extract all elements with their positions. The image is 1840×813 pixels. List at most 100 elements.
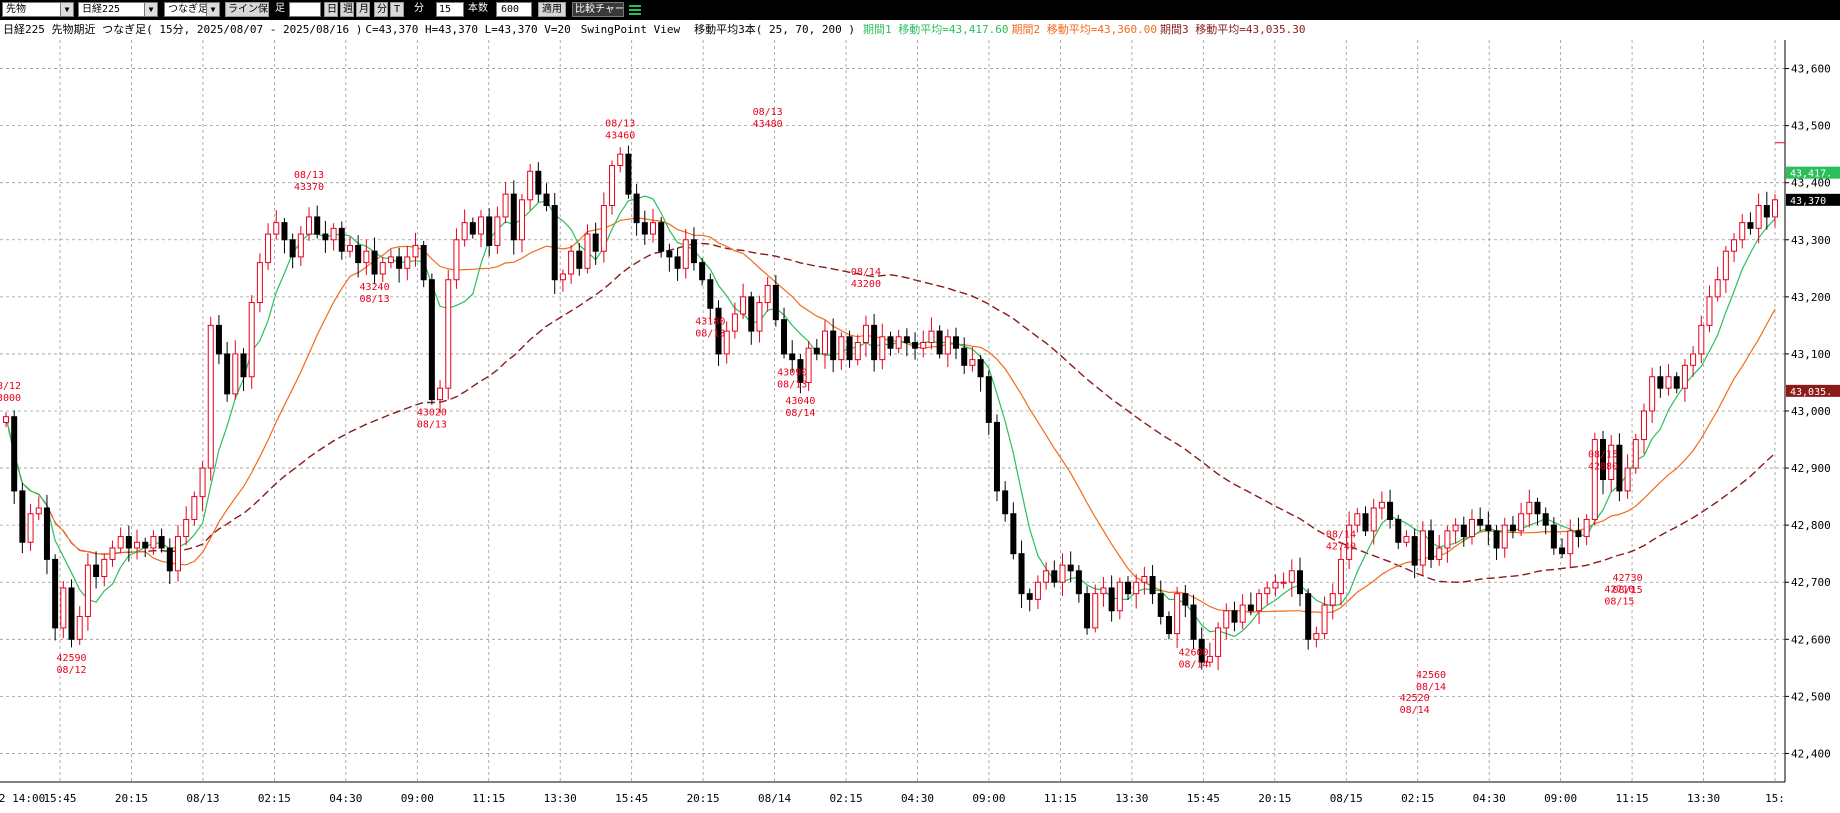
candle-body: [150, 536, 157, 549]
candle-body: [1583, 518, 1590, 538]
time-tick-label: 15:45: [615, 792, 648, 805]
swing-label-low: 42560: [1416, 670, 1446, 681]
candle-body: [215, 324, 222, 355]
minutes-input[interactable]: 15: [436, 2, 464, 17]
candle-body: [535, 170, 542, 195]
candle-body: [977, 359, 984, 378]
candle-body: [1043, 570, 1050, 583]
candle-body: [1141, 576, 1148, 583]
ma3-path: [5, 242, 1776, 583]
candle-body: [510, 193, 517, 241]
candle-body: [166, 547, 173, 572]
candle-body: [76, 615, 83, 640]
candle-body: [1722, 250, 1729, 281]
bars-icon[interactable]: [628, 2, 642, 17]
candle-body: [1370, 507, 1377, 532]
compare-chart-button[interactable]: 比較チャート: [572, 2, 624, 17]
join-type-select[interactable]: つなぎ足 ▼: [164, 2, 220, 17]
candle-body: [1174, 593, 1181, 635]
candle-body: [985, 376, 992, 423]
candle-body: [1542, 513, 1549, 526]
candle-body: [953, 336, 960, 349]
candle-body: [527, 170, 534, 201]
candle-body: [740, 296, 747, 315]
time-tick-label: 04:30: [1473, 792, 1506, 805]
period-tick-button[interactable]: T: [390, 2, 404, 17]
price-tag: [1786, 166, 1840, 179]
candle-body: [1706, 296, 1713, 326]
candle-body: [879, 336, 886, 361]
ma2-readout: 期間2 移動平均=43,360.00: [1011, 23, 1158, 36]
candle-body: [993, 421, 1000, 492]
time-tick-label: 04:30: [901, 792, 934, 805]
time-tick-label: 20:15: [115, 792, 148, 805]
candle-body: [699, 262, 706, 281]
foot-input[interactable]: [289, 2, 321, 17]
candle-body: [109, 547, 116, 560]
bars-icon-svg: [629, 5, 641, 15]
candle-body: [641, 222, 648, 235]
swing-label-low: 08/14: [1178, 659, 1208, 670]
candle-body: [1116, 581, 1123, 612]
candle-body: [346, 244, 353, 252]
candle-body: [1084, 593, 1091, 629]
price-tick-label: 43,000: [1791, 405, 1831, 418]
period-minute-button[interactable]: 分: [374, 2, 388, 17]
candle-body: [1436, 547, 1443, 560]
candle-body: [1075, 570, 1082, 595]
candle-body: [592, 233, 599, 252]
price-tag: [1786, 193, 1840, 206]
candle-body: [101, 558, 108, 578]
market-select[interactable]: 先物 ▼: [2, 2, 74, 17]
price-tick-label: 42,500: [1791, 690, 1831, 703]
period-month-button[interactable]: 月: [356, 2, 370, 17]
candle-body: [559, 273, 566, 281]
swing-label-low: 08/13: [359, 294, 389, 305]
ma1-readout: 期間1 移動平均=43,417.60: [863, 23, 1009, 36]
price-tick-label: 43,400: [1791, 177, 1831, 190]
candle-body: [1600, 439, 1607, 480]
candle-body: [1501, 524, 1508, 549]
candle-body: [478, 216, 485, 235]
candle-body: [1206, 655, 1213, 663]
period-day-button[interactable]: 日: [324, 2, 338, 17]
time-tick-label: 02:15: [258, 792, 291, 805]
symbol-select[interactable]: 日経225 ▼: [78, 2, 158, 17]
swing-label-low: 43040: [785, 396, 815, 407]
candle-body: [1346, 524, 1353, 560]
candle-body: [1264, 587, 1271, 595]
time-tick-label: 04:30: [329, 792, 362, 805]
candle-body: [314, 216, 321, 235]
candle-body: [1354, 513, 1361, 526]
candle-body: [1256, 593, 1263, 612]
candle-body: [1493, 530, 1500, 549]
candle-body: [1444, 530, 1451, 549]
price-chart[interactable]: 08/12430004259008/1208/13433704324008/13…: [0, 40, 1840, 813]
chevron-down-icon: ▼: [60, 3, 73, 16]
time-tick-label: 09:00: [401, 792, 434, 805]
price-tick-label: 43,100: [1791, 348, 1831, 361]
swing-label-high: 42740: [1326, 541, 1356, 552]
bars-input[interactable]: 600: [496, 2, 532, 17]
candle-body: [1034, 581, 1041, 600]
swing-label-low: 42710: [1604, 585, 1634, 596]
swing-label-low: 43240: [359, 282, 389, 293]
price-tag-label: 43,417.: [1790, 169, 1832, 180]
candle-body: [1673, 376, 1680, 389]
save-line-button[interactable]: ライン保存: [225, 2, 269, 17]
candle-body: [1649, 376, 1656, 412]
candle-body: [1026, 593, 1033, 600]
period-week-button[interactable]: 週: [340, 2, 354, 17]
candle-body: [936, 330, 943, 355]
candle-body: [338, 227, 345, 252]
candle-body: [1182, 593, 1189, 606]
candle-body: [142, 541, 149, 549]
candle-body: [1747, 222, 1754, 229]
candle-body: [224, 353, 231, 395]
candles: [3, 145, 1778, 671]
apply-button[interactable]: 適用: [538, 2, 566, 17]
candle-body: [1165, 615, 1172, 635]
candle-body: [764, 284, 771, 304]
candle-body: [396, 256, 403, 269]
candle-body: [1591, 439, 1598, 520]
